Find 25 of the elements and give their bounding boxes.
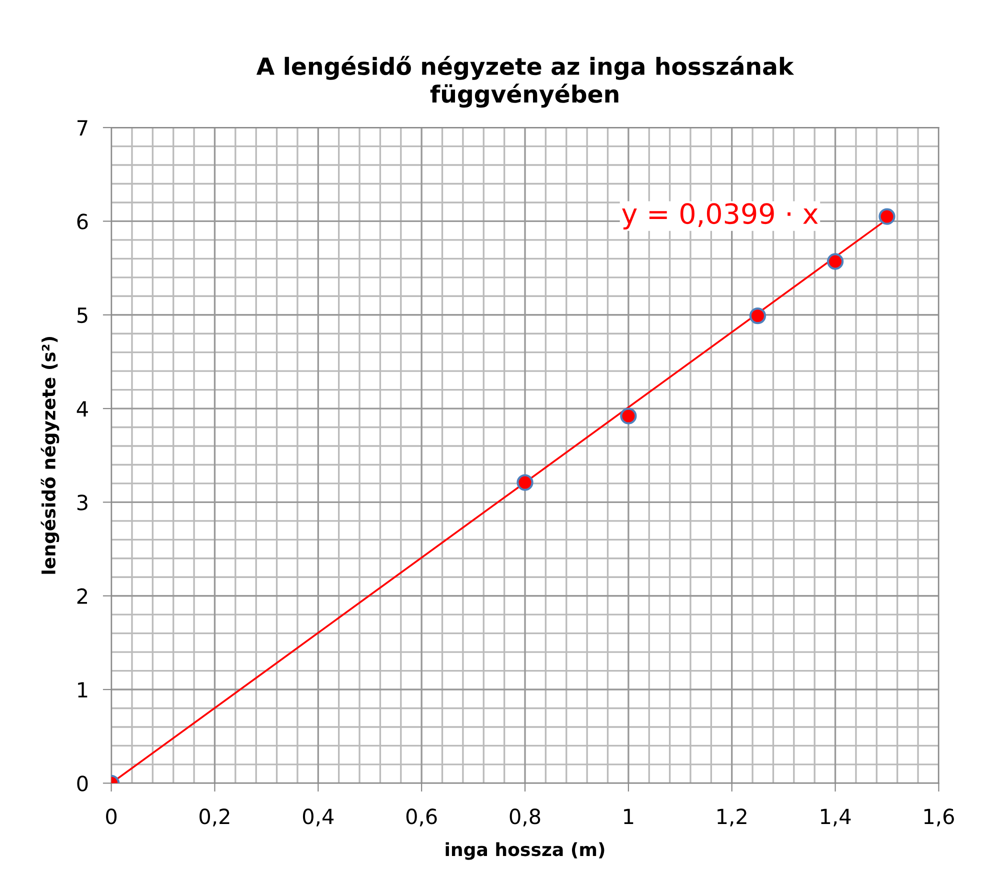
x-tick-label: 0,8 <box>510 808 540 826</box>
x-tick-label: 1 <box>624 808 634 824</box>
y-tick-label: 0 <box>77 776 88 792</box>
x-tick-label: 0,6 <box>406 808 437 826</box>
y-axis-title: lengésidő négyzete (s²) <box>40 336 60 574</box>
y-tick-label: 4 <box>76 401 88 416</box>
y-tick-label: 6 <box>77 214 88 230</box>
x-tick-label: 1,6 <box>924 808 954 826</box>
x-axis-title: inga hossza (m) <box>446 842 604 860</box>
y-tick-label: 5 <box>77 308 88 324</box>
y-tick-label: 2 <box>77 588 87 604</box>
y-tick-label: 1 <box>78 682 88 698</box>
point <box>620 408 637 424</box>
point <box>749 307 766 324</box>
x-tick-label: 1,2 <box>718 808 746 826</box>
point <box>826 253 844 270</box>
x-tick-label: 0,2 <box>200 808 230 826</box>
x-tick-label: 1,4 <box>821 808 851 826</box>
chart-title: A lengésidő négyzete az inga hosszának függvényében <box>256 56 794 108</box>
y-tick-label: 7 <box>78 120 88 136</box>
point <box>878 208 896 225</box>
x-tick-label: 0,4 <box>302 808 334 826</box>
annotation: y = 0,0399 · x <box>622 203 818 230</box>
x-tick-label: 0 <box>106 808 117 824</box>
y-tick-label: 3 <box>77 494 88 510</box>
